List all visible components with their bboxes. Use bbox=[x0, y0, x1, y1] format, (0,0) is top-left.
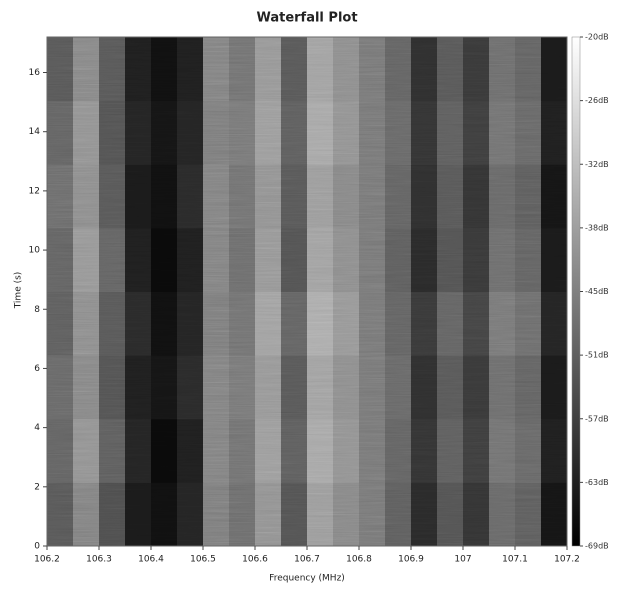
x-tick-label: 107.2 bbox=[554, 555, 580, 565]
colorbar-tick-label: -32dB bbox=[585, 160, 609, 169]
x-tick-label: 106.6 bbox=[242, 555, 268, 565]
x-axis-label: Frequency (MHz) bbox=[269, 574, 345, 584]
x-tick-label: 106.7 bbox=[294, 555, 320, 565]
x-tick-label: 107 bbox=[454, 555, 471, 565]
colorbar-tick-label: -69dB bbox=[585, 542, 609, 551]
x-tick-label: 106.3 bbox=[86, 555, 112, 565]
x-tick-label: 106.4 bbox=[138, 555, 164, 565]
colorbar-tick-label: -45dB bbox=[585, 287, 609, 296]
colorbar-tick-label: -38dB bbox=[585, 223, 609, 232]
colorbar-tick-label: -20dB bbox=[585, 33, 609, 42]
y-tick-label: 0 bbox=[34, 542, 40, 552]
texture bbox=[47, 37, 567, 546]
x-tick-label: 106.9 bbox=[398, 555, 424, 565]
y-tick-label: 14 bbox=[29, 127, 41, 137]
y-tick-label: 6 bbox=[34, 364, 40, 374]
y-tick-label: 8 bbox=[34, 305, 40, 315]
x-tick-label: 106.5 bbox=[190, 555, 216, 565]
chart-title: Waterfall Plot bbox=[256, 11, 357, 26]
colorbar-tick-label: -51dB bbox=[585, 351, 609, 360]
y-tick-label: 10 bbox=[29, 246, 41, 256]
y-tick-label: 2 bbox=[34, 482, 40, 492]
y-tick-label: 4 bbox=[34, 423, 40, 433]
colorbar-tick-label: -26dB bbox=[585, 96, 609, 105]
y-tick-label: 12 bbox=[29, 186, 40, 196]
y-axis-label: Time (s) bbox=[14, 272, 24, 310]
x-tick-label: 106.8 bbox=[346, 555, 372, 565]
colorbar-tick-label: -63dB bbox=[585, 478, 609, 487]
colorbar-tick-label: -57dB bbox=[585, 414, 609, 423]
y-tick-label: 16 bbox=[29, 68, 41, 78]
colorbar bbox=[571, 36, 581, 547]
x-tick-label: 107.1 bbox=[502, 555, 528, 565]
x-tick-label: 106.2 bbox=[34, 555, 60, 565]
